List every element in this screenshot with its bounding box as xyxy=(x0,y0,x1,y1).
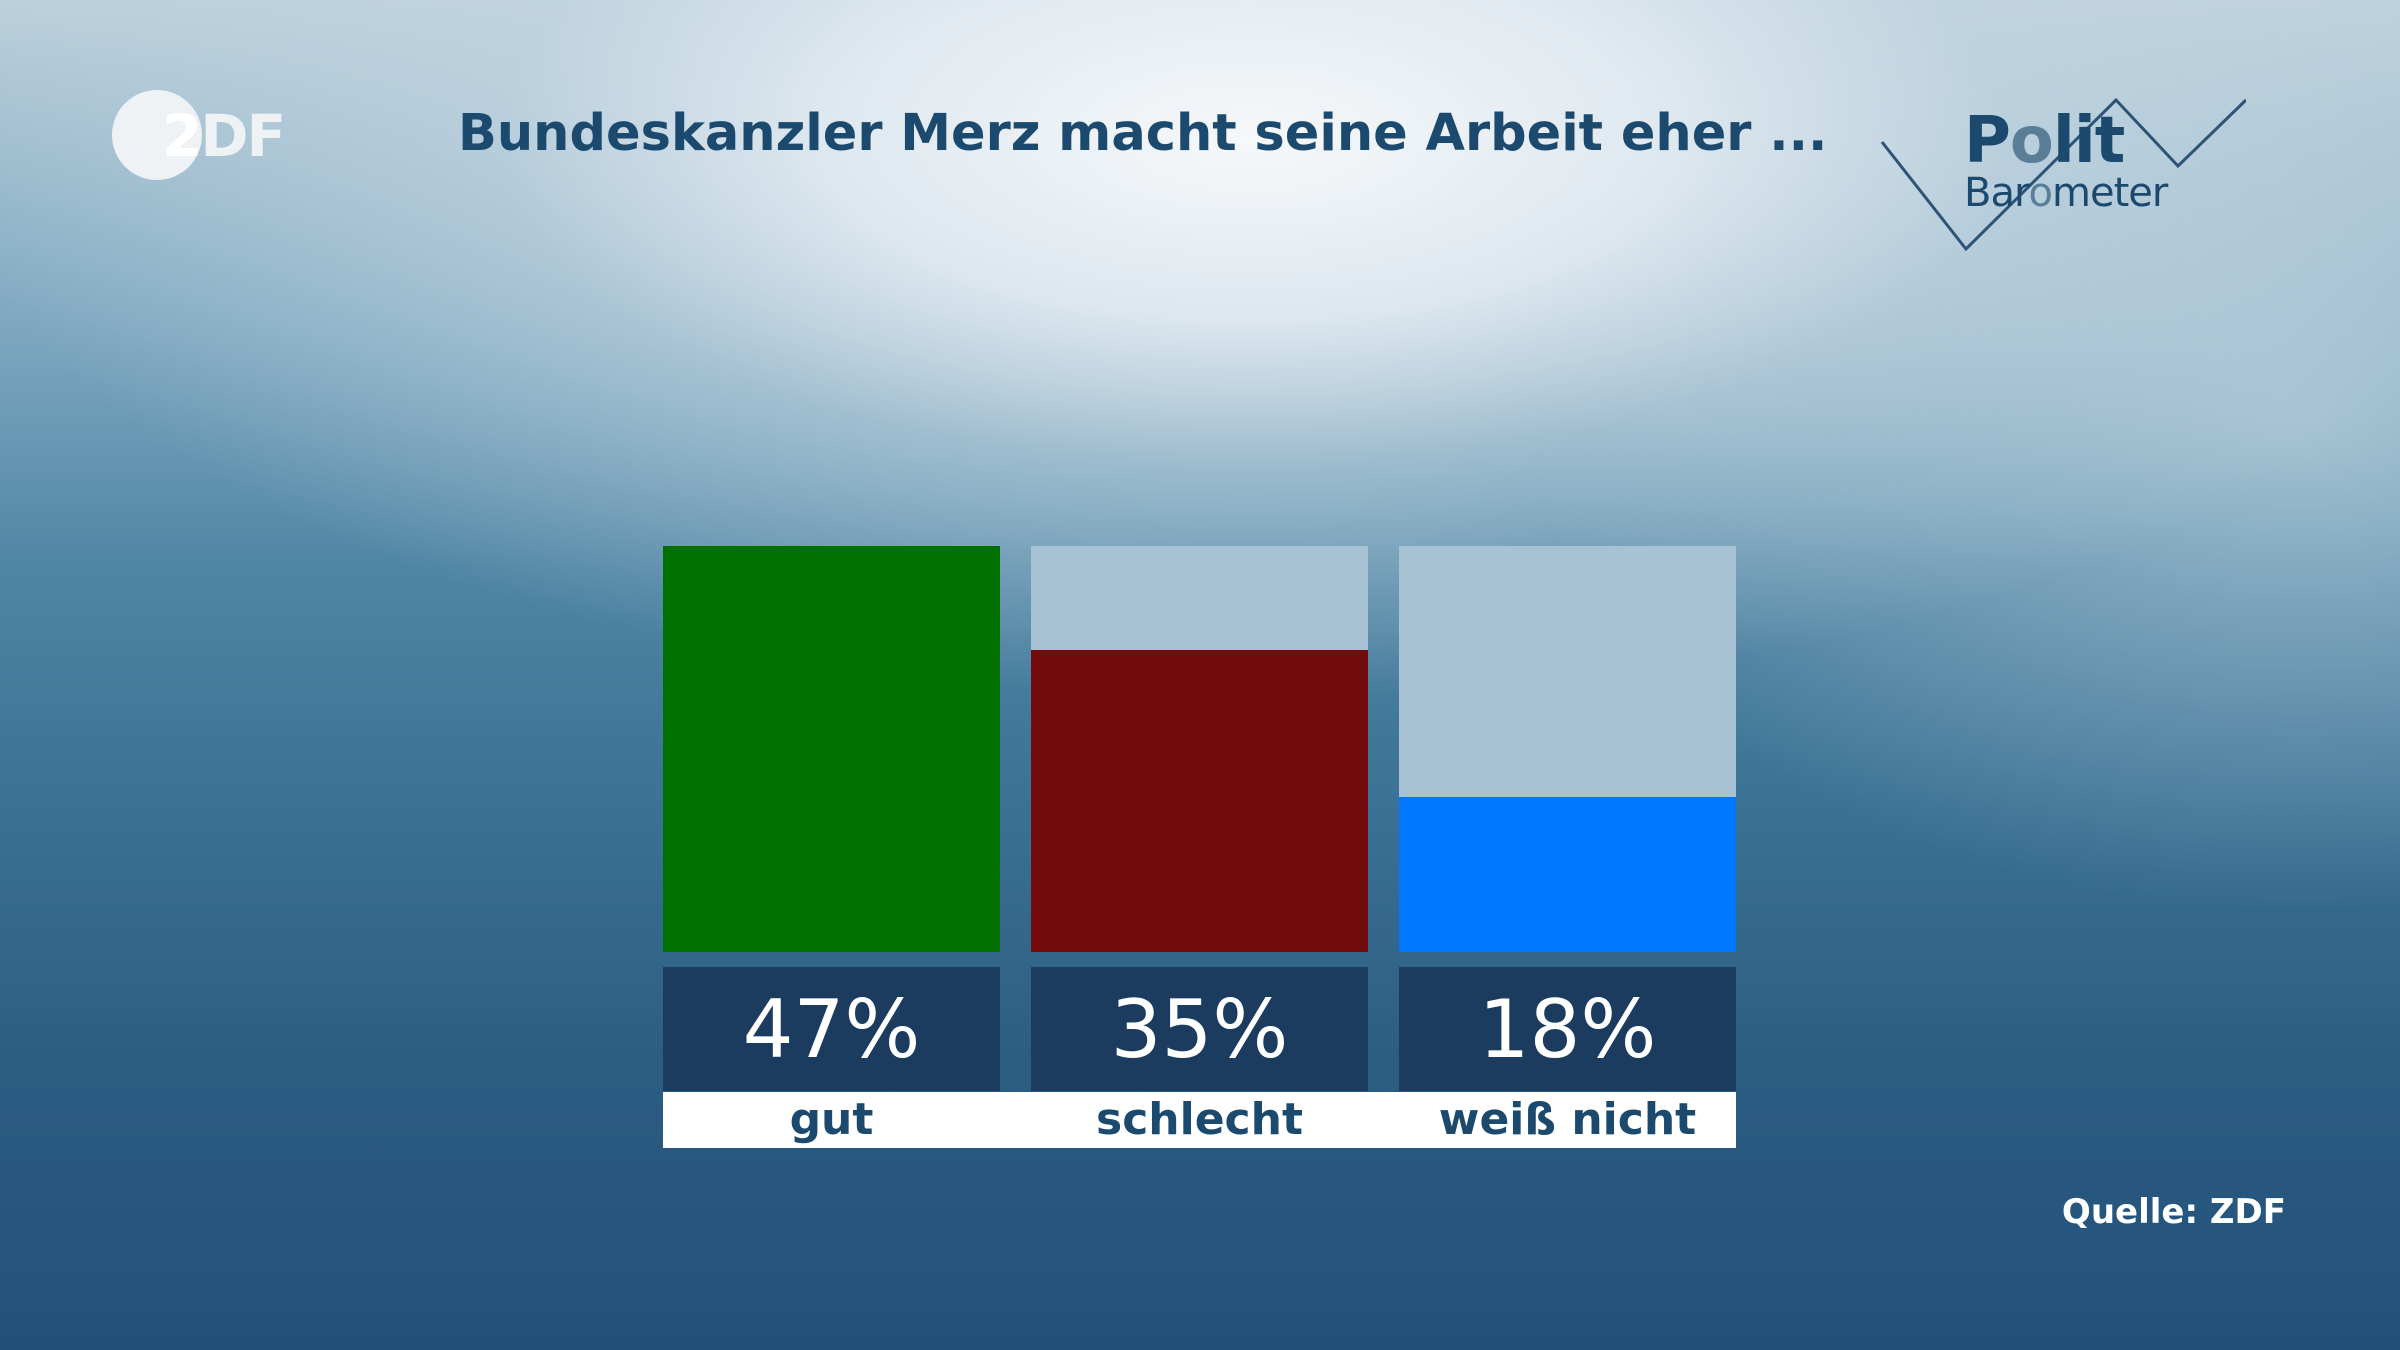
bar-column-schlecht: 35% xyxy=(1031,546,1368,1091)
barometer-word-meter: meter xyxy=(2052,170,2168,216)
barometer-word-bar: Bar xyxy=(1964,170,2030,216)
polit-word-o: o xyxy=(2009,104,2054,178)
barometer-word: Barometer xyxy=(1964,170,2168,216)
bar-weiss-nicht xyxy=(1399,796,1736,952)
bar-track-schlecht xyxy=(1031,546,1368,952)
zdf-logo-df: DF xyxy=(200,102,286,170)
bar-track-gut xyxy=(663,546,1000,952)
bar-column-weiss-nicht: 18% xyxy=(1399,546,1736,1091)
category-label-weiss-nicht: weiß nicht xyxy=(1438,1094,1697,1145)
category-label-schlecht: schlecht xyxy=(1096,1094,1303,1145)
category-label-gut: gut xyxy=(789,1094,874,1145)
zdf-logo: 2DF xyxy=(112,90,286,182)
bar-gut xyxy=(663,546,1000,952)
value-label-gut: 47% xyxy=(663,967,1000,1091)
polit-word-p: P xyxy=(1964,104,2011,178)
value-label-schlecht: 35% xyxy=(1031,967,1368,1091)
zdf-logo-z: 2 xyxy=(162,102,202,170)
source-note: Quelle: ZDF xyxy=(2061,1192,2286,1232)
barometer-word-o: o xyxy=(2028,170,2054,216)
bar-schlecht xyxy=(1031,649,1368,952)
value-label-weiss-nicht: 18% xyxy=(1399,967,1736,1091)
category-label-strip: gut schlecht weiß nicht xyxy=(663,1092,1736,1148)
politbarometer-zigzag-icon xyxy=(1880,97,2246,252)
bar-column-gut: 47% xyxy=(663,546,1000,1091)
zdf-logo-circle xyxy=(112,90,202,180)
chart-title: Bundeskanzler Merz macht seine Arbeit eh… xyxy=(458,104,1828,163)
bar-track-weiss-nicht xyxy=(1399,546,1736,952)
zdf-logo-text: 2DF xyxy=(162,102,286,170)
polit-word-lit: lit xyxy=(2052,104,2125,178)
politbarometer-logo: Polit Barometer xyxy=(1876,96,2246,256)
polit-word: Polit xyxy=(1964,104,2125,178)
